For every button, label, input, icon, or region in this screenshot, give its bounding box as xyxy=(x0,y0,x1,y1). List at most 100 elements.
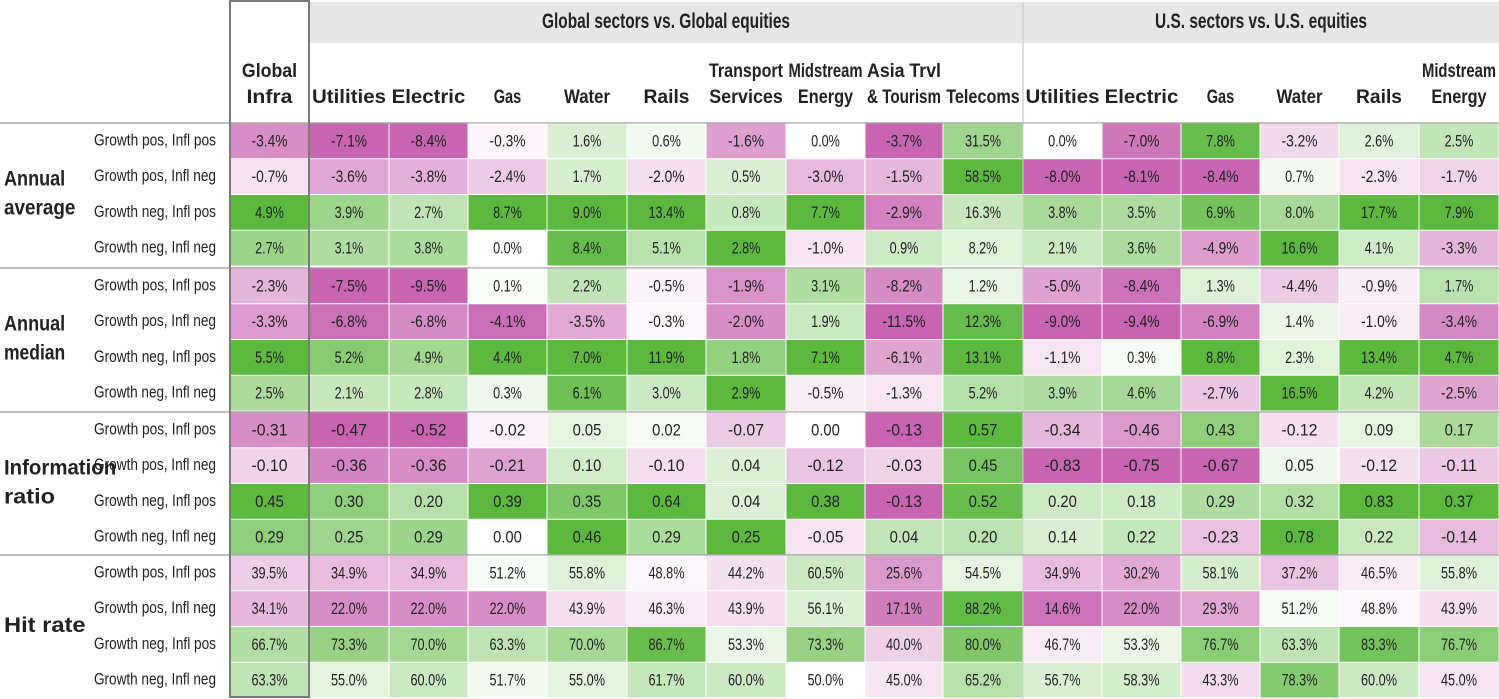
cell-value: 14.6% xyxy=(1045,599,1081,618)
cell-value: 0.29 xyxy=(1206,492,1235,511)
cell-value: 25.6% xyxy=(886,563,922,582)
cell-value: -11.5% xyxy=(882,312,925,331)
heatmap-cell xyxy=(1023,412,1102,448)
heatmap-cell xyxy=(865,555,943,591)
cell-value: 73.3% xyxy=(331,635,367,654)
heatmap-cell xyxy=(389,195,468,230)
heatmap-cell xyxy=(1260,555,1339,591)
cell-value: 34.9% xyxy=(1045,563,1081,582)
heatmap-cell xyxy=(786,484,865,519)
heatmap-cell xyxy=(627,375,706,411)
heatmap-cell xyxy=(627,519,706,555)
cell-value: -8.4% xyxy=(411,131,447,150)
heatmap-cell xyxy=(1339,627,1419,662)
cell-value: -2.3% xyxy=(1361,167,1397,186)
cell-value: 0.20 xyxy=(969,528,998,547)
cell-value: -4.9% xyxy=(1203,239,1239,258)
row-label: Growth pos, Infl neg xyxy=(94,598,216,617)
cell-value: 0.57 xyxy=(969,420,998,439)
cell-value: 0.20 xyxy=(1048,492,1077,511)
heatmap-cell xyxy=(1023,340,1102,375)
heatmap-cell xyxy=(1102,375,1181,411)
cell-value: -9.5% xyxy=(411,276,447,295)
cell-value: -0.34 xyxy=(1045,420,1081,439)
cell-value: 8.7% xyxy=(493,203,522,222)
section-label: median xyxy=(4,342,65,365)
heatmap-cell xyxy=(309,159,389,194)
cell-value: -0.14 xyxy=(1441,528,1477,547)
cell-value: 3.0% xyxy=(652,384,681,403)
cell-value: 0.64 xyxy=(652,492,681,511)
heatmap-cell xyxy=(309,375,389,411)
cell-value: 34.1% xyxy=(252,599,288,618)
cell-value: 1.7% xyxy=(573,167,602,186)
row-label: Growth pos, Infl pos xyxy=(94,562,216,581)
cell-value: 0.30 xyxy=(335,492,364,511)
cell-value: 53.3% xyxy=(728,635,764,654)
heatmap-cell xyxy=(1181,268,1260,304)
cell-value: 63.3% xyxy=(490,635,526,654)
heatmap-cell xyxy=(1339,195,1419,230)
heatmap-cell xyxy=(1260,304,1339,339)
heatmap-cell xyxy=(865,159,943,194)
cell-value: -0.23 xyxy=(1203,528,1239,547)
cell-value: 56.7% xyxy=(1045,671,1081,690)
cell-value: 4.6% xyxy=(1127,384,1156,403)
heatmap-cell xyxy=(627,484,706,519)
heatmap-cell xyxy=(1102,123,1181,159)
cell-value: -0.21 xyxy=(490,456,526,475)
heatmap-cell xyxy=(547,448,627,483)
cell-value: 0.22 xyxy=(1127,528,1156,547)
cell-value: -3.3% xyxy=(1441,239,1477,258)
cell-value: 12.3% xyxy=(965,312,1001,331)
heatmap-cell xyxy=(309,412,389,448)
heatmap-cell xyxy=(943,591,1023,626)
heatmap-cell xyxy=(1102,340,1181,375)
cell-value: 43.9% xyxy=(728,599,764,618)
cell-value: 60.5% xyxy=(808,563,844,582)
heatmap-cell xyxy=(706,195,786,230)
heatmap-cell xyxy=(547,484,627,519)
cell-value: 5.2% xyxy=(969,384,998,403)
cell-value: -0.67 xyxy=(1203,456,1239,475)
cell-value: 17.7% xyxy=(1361,203,1397,222)
heatmap-cell xyxy=(1339,268,1419,304)
column-header: Midstream xyxy=(1422,61,1496,82)
cell-value: 78.3% xyxy=(1282,671,1318,690)
heatmap-cell xyxy=(943,412,1023,448)
cell-value: 7.8% xyxy=(1206,131,1235,150)
column-header: Electric xyxy=(392,87,466,108)
heatmap-cell xyxy=(230,555,309,591)
cell-value: -6.1% xyxy=(886,348,922,367)
cell-value: 1.9% xyxy=(811,312,840,331)
column-header: Services xyxy=(709,87,783,108)
cell-value: 2.7% xyxy=(414,203,443,222)
cell-value: 56.1% xyxy=(808,599,844,618)
heatmap-cell xyxy=(309,627,389,662)
cell-value: 53.3% xyxy=(1124,635,1160,654)
heatmap-cell xyxy=(309,591,389,626)
cell-value: 0.38 xyxy=(811,492,840,511)
heatmap-cell xyxy=(627,627,706,662)
heatmap-cell xyxy=(309,662,389,698)
heatmap-cell xyxy=(1181,555,1260,591)
heatmap-cell xyxy=(309,519,389,555)
heatmap-cell xyxy=(1419,304,1499,339)
cell-value: 8.4% xyxy=(573,239,602,258)
heatmap-cell xyxy=(1260,159,1339,194)
heatmap-cell xyxy=(865,627,943,662)
heatmap-cell xyxy=(1102,484,1181,519)
heatmap-cell xyxy=(1181,230,1260,266)
column-header: Utilities xyxy=(1026,87,1100,108)
cell-value: 0.45 xyxy=(969,456,998,475)
heatmap-cell xyxy=(468,340,547,375)
heatmap-cell xyxy=(1260,591,1339,626)
cell-value: -2.4% xyxy=(490,167,526,186)
cell-value: 39.5% xyxy=(252,563,288,582)
column-header: Telecoms xyxy=(946,87,1020,108)
heatmap-cell xyxy=(865,412,943,448)
cell-value: -3.7% xyxy=(886,131,922,150)
cell-value: 50.0% xyxy=(808,671,844,690)
cell-value: 70.0% xyxy=(569,635,605,654)
cell-value: 0.6% xyxy=(652,131,681,150)
